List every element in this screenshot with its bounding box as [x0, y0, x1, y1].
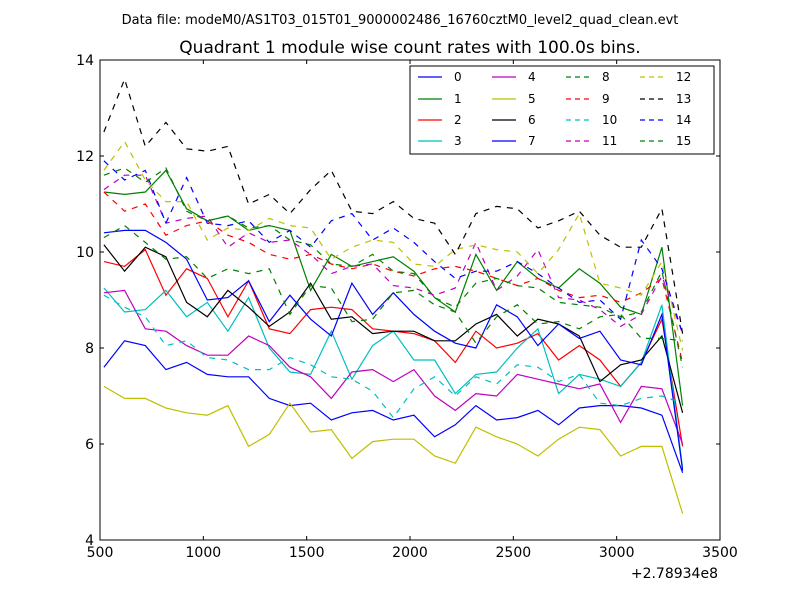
x-tick-label: 500 — [87, 545, 114, 561]
series-line-12 — [103, 140, 684, 351]
series-line-13 — [103, 77, 684, 334]
series-lines — [103, 77, 684, 514]
series-line-8 — [103, 224, 683, 345]
y-tick-label: 4 — [85, 533, 94, 549]
x-tick-label: 3500 — [702, 545, 738, 561]
x-tick-label: 2000 — [392, 545, 428, 561]
suptitle: Data file: modeM0/AS1T03_015T01_90000024… — [122, 13, 679, 28]
x-tick-label: 3000 — [599, 545, 635, 561]
y-tick-label: 14 — [76, 53, 94, 69]
legend-label-9: 9 — [602, 92, 610, 106]
series-line-3 — [103, 287, 684, 469]
legend-label-0: 0 — [454, 70, 462, 84]
legend-label-12: 12 — [676, 70, 691, 84]
legend-label-3: 3 — [454, 134, 462, 148]
y-tick-label: 12 — [76, 149, 94, 165]
x-tick-label: 1000 — [186, 545, 222, 561]
series-line-0 — [103, 340, 684, 474]
legend-label-14: 14 — [676, 113, 691, 127]
legend-label-1: 1 — [454, 92, 462, 106]
legend-label-11: 11 — [602, 134, 617, 148]
series-line-9 — [103, 191, 684, 363]
legend-label-8: 8 — [602, 70, 610, 84]
series-line-7 — [103, 229, 684, 471]
series-line-6 — [103, 244, 684, 413]
x-tick-label: 2500 — [496, 545, 532, 561]
y-tick-label: 6 — [85, 437, 94, 453]
series-line-5 — [103, 385, 684, 514]
x-tick-label: 1500 — [289, 545, 325, 561]
series-line-1 — [103, 169, 684, 406]
series-line-15 — [103, 167, 684, 368]
legend-label-13: 13 — [676, 92, 691, 106]
legend-label-6: 6 — [528, 113, 536, 127]
legend-label-2: 2 — [454, 113, 462, 127]
legend-label-4: 4 — [528, 70, 536, 84]
legend-label-7: 7 — [528, 134, 536, 148]
chart-title: Quadrant 1 module wise count rates with … — [179, 38, 640, 58]
series-line-10 — [103, 294, 683, 419]
plot-frame — [99, 59, 721, 541]
legend-label-15: 15 — [676, 134, 691, 148]
series-line-11 — [103, 174, 684, 334]
legend-frame — [409, 65, 715, 155]
legend-label-10: 10 — [602, 113, 617, 127]
y-tick-label: 10 — [76, 245, 94, 261]
y-tick-label: 8 — [85, 341, 94, 357]
legend-label-5: 5 — [528, 92, 536, 106]
x-offset-label: +2.78934e8 — [631, 566, 718, 582]
